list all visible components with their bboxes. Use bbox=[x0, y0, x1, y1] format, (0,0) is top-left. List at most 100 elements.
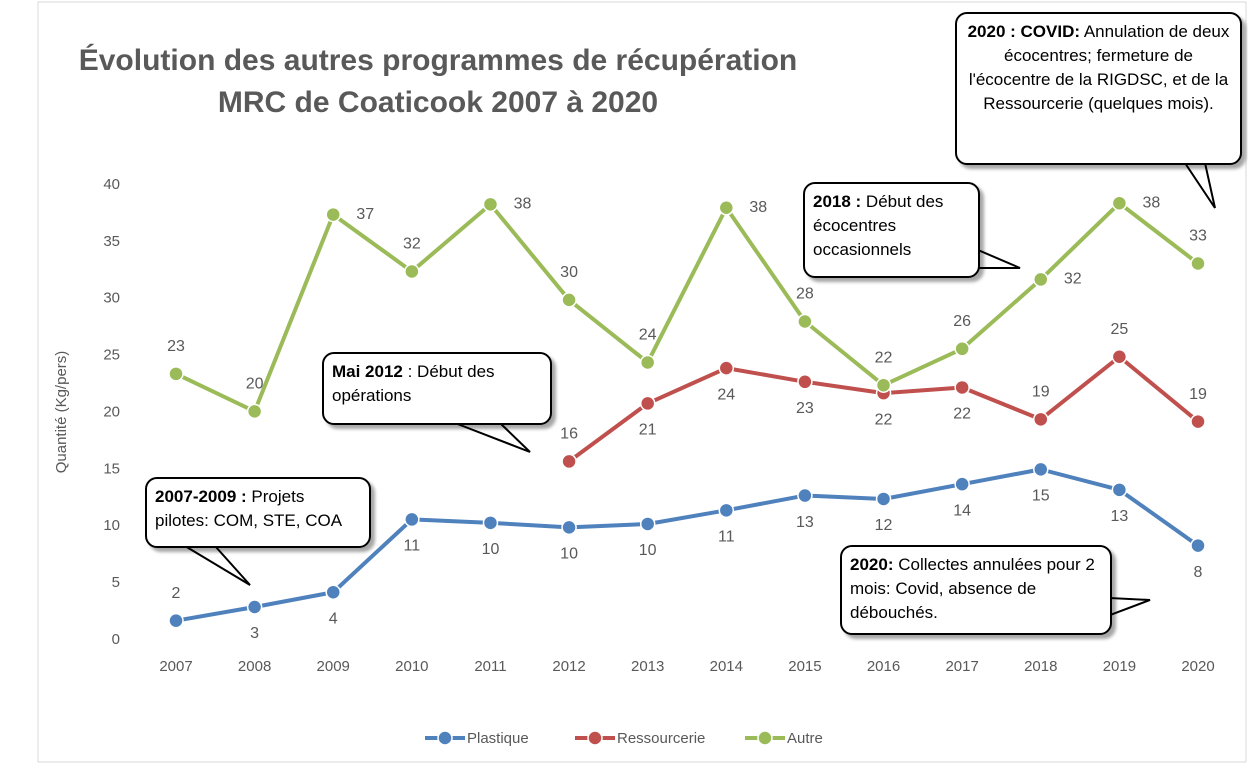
data-label: 8 bbox=[1194, 564, 1203, 581]
legend-marker bbox=[587, 730, 603, 746]
data-point bbox=[246, 403, 263, 420]
data-point bbox=[797, 374, 813, 390]
data-label: 26 bbox=[953, 313, 971, 330]
y-tick-label: 20 bbox=[103, 403, 120, 420]
callout-bold: Mai 2012 bbox=[332, 362, 403, 381]
callout-text: : Début des opérations bbox=[332, 362, 495, 405]
data-point bbox=[718, 360, 735, 376]
data-label: 15 bbox=[1032, 488, 1050, 505]
callout: 2018 : Début des écocentres occasionnels bbox=[803, 182, 980, 278]
callout: 2020 : COVID: Annulation de deux écocent… bbox=[955, 12, 1242, 165]
y-tick-label: 40 bbox=[103, 176, 120, 193]
data-point bbox=[639, 395, 656, 412]
data-point bbox=[1111, 349, 1128, 365]
data-point bbox=[797, 487, 813, 504]
callout-bold: 2020 : COVID: bbox=[967, 22, 1081, 41]
data-point bbox=[718, 502, 735, 519]
callout-bold: 2007-2009 : bbox=[155, 487, 247, 506]
data-point bbox=[561, 453, 577, 470]
data-point bbox=[1033, 411, 1049, 428]
data-point bbox=[1111, 482, 1128, 498]
data-label: 32 bbox=[1064, 271, 1082, 288]
y-axis-label: Quantité (Kg/pers) bbox=[53, 351, 70, 474]
data-label: 24 bbox=[717, 386, 735, 403]
data-point bbox=[1190, 537, 1206, 554]
data-label: 2 bbox=[172, 585, 181, 602]
data-label: 38 bbox=[514, 196, 532, 213]
data-point bbox=[639, 516, 656, 532]
data-label: 37 bbox=[356, 206, 374, 223]
x-tick-label: 2019 bbox=[1103, 658, 1136, 675]
data-label: 33 bbox=[1189, 228, 1207, 245]
data-point bbox=[561, 519, 577, 536]
data-label: 10 bbox=[482, 541, 500, 558]
x-tick-label: 2013 bbox=[631, 658, 664, 675]
callout-text: Début des écocentres occasionnels bbox=[813, 192, 944, 259]
data-label: 23 bbox=[796, 400, 814, 417]
data-label: 28 bbox=[796, 286, 814, 303]
data-label: 20 bbox=[246, 376, 264, 393]
callout-tails bbox=[181, 162, 1216, 617]
legend-label: Ressourcerie bbox=[617, 730, 705, 747]
data-point bbox=[718, 200, 735, 216]
y-tick-label: 0 bbox=[112, 631, 120, 648]
data-point bbox=[325, 206, 341, 223]
data-point bbox=[246, 599, 263, 615]
data-label: 38 bbox=[749, 199, 767, 216]
data-point bbox=[168, 612, 184, 629]
x-tick-label: 2010 bbox=[395, 658, 428, 675]
series-line bbox=[175, 467, 1200, 623]
legend-marker bbox=[437, 730, 453, 746]
data-label: 25 bbox=[1110, 321, 1128, 338]
x-tick-label: 2014 bbox=[710, 658, 743, 675]
data-label: 13 bbox=[1110, 508, 1128, 525]
x-tick-label: 2011 bbox=[474, 658, 506, 675]
data-label: 4 bbox=[329, 610, 338, 627]
data-label: 38 bbox=[1142, 194, 1160, 211]
legend-marker bbox=[757, 730, 773, 746]
data-label: 22 bbox=[953, 406, 971, 423]
legend-label: Autre bbox=[787, 730, 823, 747]
data-label: 30 bbox=[560, 264, 578, 281]
data-label: 24 bbox=[639, 327, 657, 344]
callout-text: Collectes annulées pour 2 mois: Covid, a… bbox=[850, 555, 1095, 622]
data-point bbox=[325, 584, 341, 600]
data-point bbox=[954, 476, 970, 492]
data-label: 22 bbox=[875, 349, 893, 366]
series-line bbox=[175, 201, 1200, 414]
data-point bbox=[1190, 255, 1206, 272]
data-point bbox=[561, 292, 577, 308]
callout-bold: 2018 : bbox=[813, 192, 862, 211]
data-label: 12 bbox=[875, 517, 893, 534]
data-label: 10 bbox=[639, 542, 657, 559]
legend-label: Plastique bbox=[467, 730, 529, 747]
data-point bbox=[639, 354, 656, 371]
callout-text: Projets pilotes: COM, STE, COA bbox=[155, 487, 343, 530]
data-label: 22 bbox=[875, 411, 893, 428]
data-point bbox=[482, 196, 499, 213]
x-tick-label: 2016 bbox=[867, 658, 900, 675]
x-tick-label: 2012 bbox=[552, 658, 585, 675]
data-point bbox=[797, 313, 813, 330]
data-label: 11 bbox=[718, 529, 735, 546]
data-point bbox=[875, 491, 892, 507]
data-label: 19 bbox=[1189, 386, 1207, 403]
x-tick-label: 2018 bbox=[1024, 658, 1057, 675]
y-tick-label: 35 bbox=[103, 233, 120, 250]
callout: Mai 2012 : Début des opérations bbox=[322, 352, 552, 425]
data-label: 23 bbox=[167, 338, 185, 355]
data-label: 32 bbox=[403, 236, 421, 253]
data-label: 13 bbox=[796, 514, 814, 531]
y-tick-label: 15 bbox=[103, 460, 120, 477]
data-label: 16 bbox=[560, 426, 578, 443]
x-tick-label: 2007 bbox=[159, 658, 192, 675]
y-tick-label: 5 bbox=[112, 574, 120, 591]
callout-text: Annulation de deux écocentres; fermeture… bbox=[968, 22, 1230, 113]
data-label: 19 bbox=[1032, 384, 1050, 401]
data-point bbox=[168, 366, 184, 382]
data-point bbox=[875, 377, 892, 393]
callout: 2020: Collectes annulées pour 2 mois: Co… bbox=[840, 545, 1112, 635]
data-point bbox=[1033, 271, 1049, 288]
chart-title: Évolution des autres programmes de récup… bbox=[79, 43, 798, 77]
x-tick-label: 2009 bbox=[317, 658, 350, 675]
